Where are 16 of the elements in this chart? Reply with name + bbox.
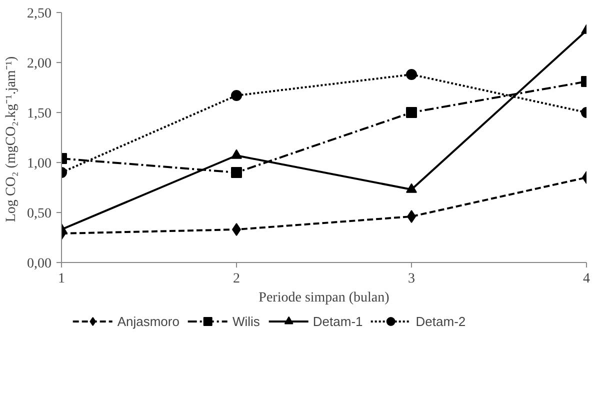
x-tick-label: 2: [233, 272, 240, 286]
legend-label: Detam-2: [416, 314, 466, 328]
legend-label: Detam-1: [312, 314, 363, 328]
x-tick-label: 1: [58, 272, 65, 286]
y-tick-label: 1,50: [27, 106, 52, 122]
legend-label: Wilis: [232, 314, 260, 328]
x-tick-label: 4: [583, 272, 590, 286]
y-tick-label: 0,50: [27, 206, 52, 222]
y-tick-label: 1,00: [27, 156, 52, 172]
y-axis-title: Log CO₂ (mgCO₂.kg⁻¹.jam⁻¹): [4, 56, 19, 222]
y-tick-label: 2,00: [27, 56, 52, 72]
y-tick-label: 0,00: [27, 256, 52, 272]
x-tick-label: 3: [408, 272, 415, 286]
y-tick-label: 2,50: [27, 6, 52, 22]
x-axis-title: Periode simpan (bulan): [258, 290, 390, 306]
legend-label: Anjasmoro: [117, 314, 180, 328]
